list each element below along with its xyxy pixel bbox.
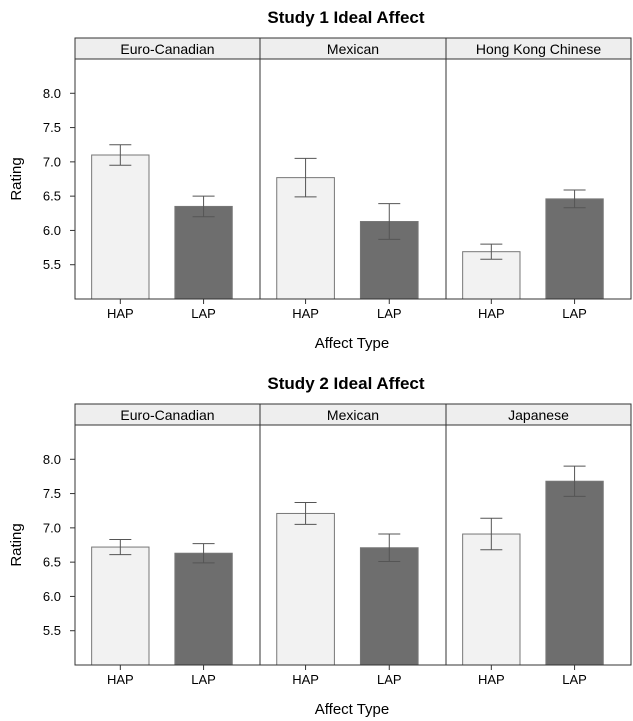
bar-hap [91, 546, 150, 666]
y-tick-label: 6.0 [43, 223, 61, 238]
bar-hap [91, 154, 150, 300]
study-1-plot: Euro-Canadian HAP LAP Mexican HAP LAP Hong Kon… [43, 37, 632, 321]
y-axis-label: Rating [8, 157, 25, 200]
x-tick-label: LAP [562, 672, 587, 687]
y-tick-label: 7.5 [43, 486, 61, 501]
panel-label: Euro-Canadian [120, 41, 214, 57]
x-tick-label: LAP [562, 306, 587, 321]
x-tick-label: HAP [292, 672, 319, 687]
plot-frame [74, 37, 632, 300]
x-tick-label: HAP [107, 306, 134, 321]
bar-lap [359, 547, 419, 666]
chart-title: Study 2 Ideal Affect [267, 374, 424, 393]
chart-title: Study 1 Ideal Affect [267, 8, 424, 27]
bar-hap [276, 177, 335, 300]
x-axis-label: Affect Type [315, 335, 390, 352]
x-tick-label: HAP [478, 306, 505, 321]
y-tick-label: 6.5 [43, 555, 61, 570]
panel-label: Japanese [508, 407, 569, 423]
y-tick-label: 8.0 [43, 452, 61, 467]
bar-hap [276, 512, 335, 666]
y-axis-label: Rating [8, 523, 25, 566]
y-tick-label: 8.0 [43, 86, 61, 101]
bar-lap [545, 198, 604, 300]
x-tick-label: HAP [107, 672, 134, 687]
y-tick-label: 5.5 [43, 257, 61, 272]
x-tick-label: LAP [191, 306, 216, 321]
y-tick-label: 5.5 [43, 623, 61, 638]
x-axis-label: Affect Type [315, 701, 390, 718]
x-tick-label: LAP [377, 672, 402, 687]
y-tick-label: 7.0 [43, 154, 61, 169]
plot-frame [74, 403, 632, 666]
x-tick-label: HAP [292, 306, 319, 321]
bar-lap [174, 552, 233, 666]
panel-label: Hong Kong Chinese [476, 41, 602, 57]
y-tick-label: 7.0 [43, 520, 61, 535]
panel-label: Euro-Canadian [120, 407, 214, 423]
panel-label: Mexican [327, 407, 379, 423]
y-tick-label: 6.5 [43, 189, 61, 204]
bar-lap [174, 205, 233, 300]
bar-lap [545, 480, 604, 666]
x-tick-label: LAP [377, 306, 402, 321]
y-tick-label: 7.5 [43, 120, 61, 135]
panel-label: Mexican [327, 41, 379, 57]
bar-hap [462, 533, 521, 666]
y-tick-label: 6.0 [43, 589, 61, 604]
x-tick-label: HAP [478, 672, 505, 687]
study-2-plot: Euro-Canadian HAP LAP Mexican HAP LAP Japanese… [43, 403, 632, 687]
x-tick-label: LAP [191, 672, 216, 687]
